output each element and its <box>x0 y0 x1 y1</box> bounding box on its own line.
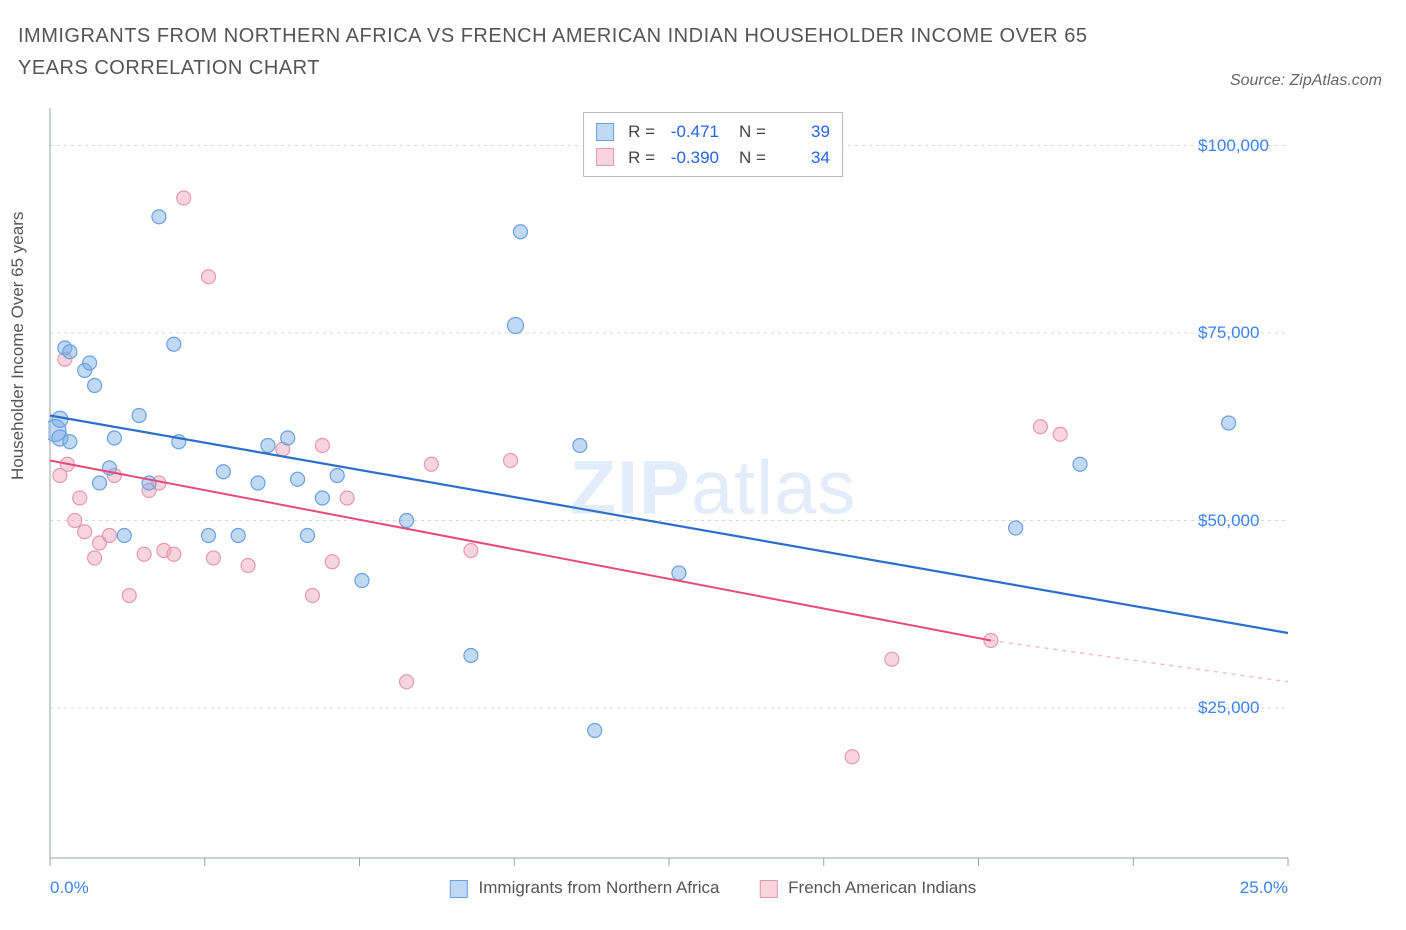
correlation-legend: R = -0.471 N = 39 R = -0.390 N = 34 <box>583 112 843 177</box>
scatter-chart <box>48 108 1378 868</box>
legend-row: R = -0.471 N = 39 <box>596 119 830 145</box>
legend-row: R = -0.390 N = 34 <box>596 145 830 171</box>
swatch-series-a <box>596 123 614 141</box>
swatch-series-a <box>450 880 468 898</box>
y-tick-label: $25,000 <box>1198 698 1259 718</box>
y-axis-label: Householder Income Over 65 years <box>8 212 28 480</box>
chart-title: IMMIGRANTS FROM NORTHERN AFRICA VS FRENC… <box>18 20 1138 84</box>
swatch-series-b <box>759 880 777 898</box>
x-tick-label: 25.0% <box>1240 878 1288 898</box>
y-tick-label: $100,000 <box>1198 136 1269 156</box>
chart-area: ZIPatlas R = -0.471 N = 39 R = -0.390 N … <box>48 108 1378 868</box>
y-tick-label: $75,000 <box>1198 323 1259 343</box>
legend-item-a: Immigrants from Northern Africa <box>450 878 720 898</box>
x-tick-label: 0.0% <box>50 878 89 898</box>
legend-item-b: French American Indians <box>759 878 976 898</box>
x-axis-legend: Immigrants from Northern Africa French A… <box>450 878 976 898</box>
source-label: Source: ZipAtlas.com <box>1230 72 1382 90</box>
y-tick-label: $50,000 <box>1198 511 1259 531</box>
swatch-series-b <box>596 148 614 166</box>
